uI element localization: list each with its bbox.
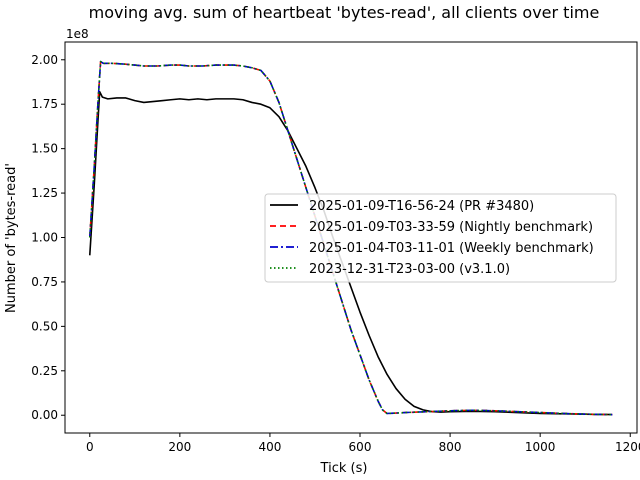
series-line-4: [88, 60, 613, 416]
legend-label-2: 2025-01-09-T03-33-59 (Nightly benchmark): [309, 220, 593, 235]
legend-box: [264, 193, 617, 283]
y-axis-ticks: 0.00 0.25 0.50 0.75 1.00 1.25 1.50 1.75 2.00: [31, 53, 65, 422]
y-tick-label: 1.50: [31, 142, 58, 156]
y-tick-label: 0.00: [31, 408, 58, 422]
x-tick-label: 600: [349, 440, 372, 454]
y-tick-label: 0.50: [31, 319, 58, 333]
legend: 2025-01-09-T16-56-24 (PR #3480) 2025-01-0…: [264, 193, 617, 283]
x-tick-label: 1000: [525, 440, 556, 454]
y-tick-label: 0.25: [31, 364, 58, 378]
x-tick-label: 200: [168, 440, 191, 454]
y-axis-offset-label: 1e8: [66, 27, 89, 41]
legend-label-4: 2023-12-31-T23-03-00 (v3.1.0): [309, 262, 510, 277]
legend-label-1: 2025-01-09-T16-56-24 (PR #3480): [309, 199, 534, 214]
x-axis-label: Tick (s): [320, 461, 368, 476]
plot-area: [88, 60, 613, 416]
x-tick-label: 800: [439, 440, 462, 454]
y-tick-label: 1.00: [31, 231, 58, 245]
y-tick-label: 2.00: [31, 53, 58, 67]
x-tick-label: 0: [86, 440, 94, 454]
legend-label-3: 2025-01-04-T03-11-01 (Weekly benchmark): [309, 241, 594, 256]
y-tick-label: 0.75: [31, 275, 58, 289]
x-tick-label: 400: [258, 440, 281, 454]
chart-title: moving avg. sum of heartbeat 'bytes-read…: [89, 3, 600, 22]
y-axis-label: Number of 'bytes-read': [4, 163, 19, 313]
y-tick-label: 1.75: [31, 97, 58, 111]
y-tick-label: 1.25: [31, 186, 58, 200]
